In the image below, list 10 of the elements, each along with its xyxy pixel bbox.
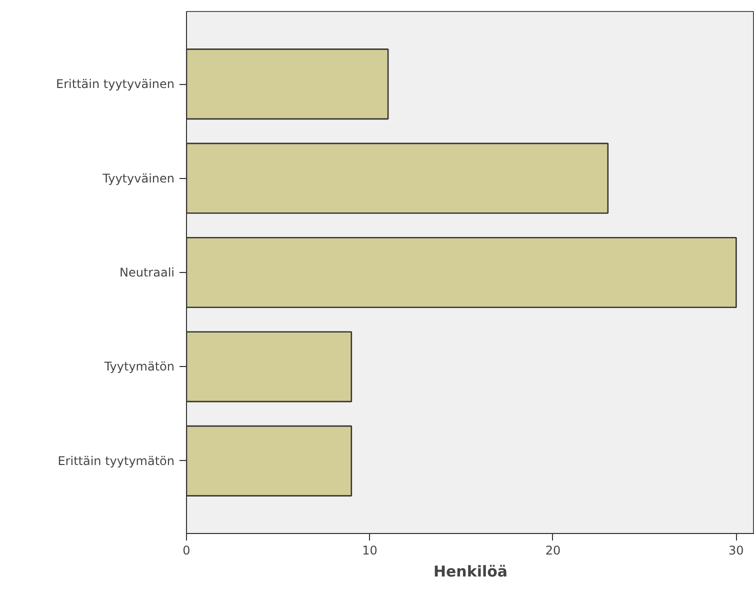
x-tick-label: 10 (362, 544, 378, 558)
y-tick-label: Erittäin tyytyväinen (56, 77, 175, 92)
x-axis-title: Henkilöä (433, 562, 508, 580)
y-tick-label: Tyytyväinen (102, 171, 175, 186)
y-tick-label: Erittäin tyytymätön (58, 454, 175, 468)
y-tick-label: Neutraali (120, 266, 175, 280)
x-tick-label: 20 (545, 544, 561, 558)
y-tick-label: Tyytymätön (103, 360, 175, 374)
x-tick-label: 0 (182, 544, 190, 558)
x-tick-label: 30 (728, 544, 744, 558)
